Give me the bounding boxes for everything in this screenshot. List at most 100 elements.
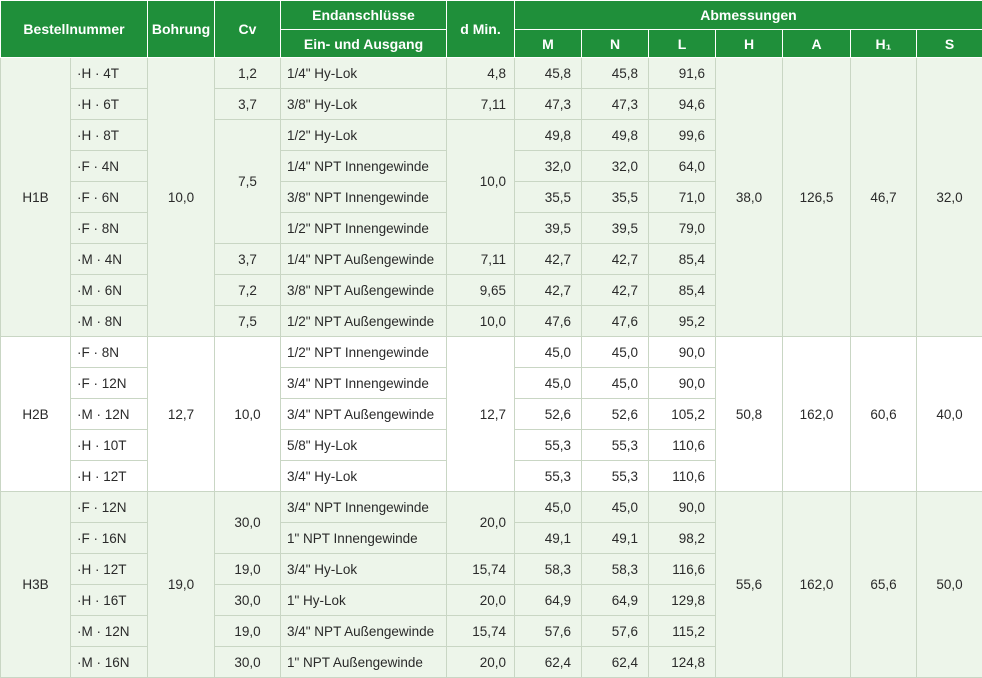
m-cell: 57,6 <box>515 616 582 647</box>
dmin-cell: 10,0 <box>447 120 515 244</box>
n-cell: 55,3 <box>582 461 649 492</box>
a-cell: 126,5 <box>783 58 851 337</box>
cv-cell: 7,5 <box>215 120 281 244</box>
cv-cell: 3,7 <box>215 244 281 275</box>
l-cell: 79,0 <box>649 213 716 244</box>
a-cell: 162,0 <box>783 337 851 492</box>
m-cell: 45,0 <box>515 492 582 523</box>
cv-cell: 3,7 <box>215 89 281 120</box>
l-cell: 105,2 <box>649 399 716 430</box>
order-code: ·H · 12T <box>71 554 148 585</box>
m-cell: 42,7 <box>515 275 582 306</box>
n-cell: 35,5 <box>582 182 649 213</box>
m-cell: 47,3 <box>515 89 582 120</box>
header-bohrung: Bohrung <box>148 1 215 58</box>
m-cell: 49,1 <box>515 523 582 554</box>
n-cell: 47,3 <box>582 89 649 120</box>
n-cell: 45,0 <box>582 368 649 399</box>
l-cell: 129,8 <box>649 585 716 616</box>
dmin-cell: 20,0 <box>447 585 515 616</box>
connection-cell: 3/4" Hy-Lok <box>281 554 447 585</box>
header-endanschluesse: Endanschlüsse <box>281 1 447 30</box>
l-cell: 94,6 <box>649 89 716 120</box>
connection-cell: 1" NPT Innengewinde <box>281 523 447 554</box>
order-code: ·M · 16N <box>71 647 148 678</box>
n-cell: 45,0 <box>582 492 649 523</box>
n-cell: 47,6 <box>582 306 649 337</box>
n-cell: 55,3 <box>582 430 649 461</box>
connection-cell: 1" NPT Außengewinde <box>281 647 447 678</box>
n-cell: 58,3 <box>582 554 649 585</box>
order-code: ·F · 16N <box>71 523 148 554</box>
l-cell: 85,4 <box>649 244 716 275</box>
order-code: ·M · 4N <box>71 244 148 275</box>
cv-cell: 19,0 <box>215 554 281 585</box>
bohrung-cell: 10,0 <box>148 58 215 337</box>
order-code: ·F · 8N <box>71 213 148 244</box>
header-bestellnummer: Bestellnummer <box>1 1 148 58</box>
connection-cell: 1/4" NPT Innengewinde <box>281 151 447 182</box>
cv-cell: 7,2 <box>215 275 281 306</box>
header-ein-ausgang: Ein- und Ausgang <box>281 30 447 58</box>
l-cell: 90,0 <box>649 368 716 399</box>
m-cell: 42,7 <box>515 244 582 275</box>
connection-cell: 5/8" Hy-Lok <box>281 430 447 461</box>
order-code: ·F · 12N <box>71 368 148 399</box>
order-code: ·F · 8N <box>71 337 148 368</box>
h-cell: 38,0 <box>716 58 783 337</box>
header-l: L <box>649 30 716 58</box>
dmin-cell: 15,74 <box>447 616 515 647</box>
m-cell: 49,8 <box>515 120 582 151</box>
order-code: ·M · 8N <box>71 306 148 337</box>
h-cell: 50,8 <box>716 337 783 492</box>
connection-cell: 3/8" NPT Innengewinde <box>281 182 447 213</box>
table-row: H1B ·H · 4T 10,0 1,2 1/4" Hy-Lok 4,8 45,… <box>1 58 982 89</box>
bohrung-cell: 19,0 <box>148 492 215 678</box>
series-cell: H1B <box>1 58 71 337</box>
header-h1: H₁ <box>851 30 917 58</box>
dmin-cell: 20,0 <box>447 492 515 554</box>
cv-cell: 7,5 <box>215 306 281 337</box>
dmin-cell: 7,11 <box>447 89 515 120</box>
n-cell: 42,7 <box>582 244 649 275</box>
cv-cell: 30,0 <box>215 585 281 616</box>
connection-cell: 3/4" NPT Außengewinde <box>281 616 447 647</box>
s-cell: 32,0 <box>917 58 982 337</box>
cv-cell: 1,2 <box>215 58 281 89</box>
table-row: H2B ·F · 8N 12,7 10,0 1/2" NPT Innengewi… <box>1 337 982 368</box>
h1-cell: 46,7 <box>851 58 917 337</box>
connection-cell: 3/4" Hy-Lok <box>281 461 447 492</box>
s-cell: 50,0 <box>917 492 982 678</box>
h1-cell: 65,6 <box>851 492 917 678</box>
n-cell: 45,0 <box>582 337 649 368</box>
connection-cell: 3/8" NPT Außengewinde <box>281 275 447 306</box>
m-cell: 35,5 <box>515 182 582 213</box>
l-cell: 99,6 <box>649 120 716 151</box>
connection-cell: 1/2" NPT Innengewinde <box>281 337 447 368</box>
connection-cell: 1/2" Hy-Lok <box>281 120 447 151</box>
order-code: ·H · 10T <box>71 430 148 461</box>
dmin-cell: 9,65 <box>447 275 515 306</box>
header-a: A <box>783 30 851 58</box>
h-cell: 55,6 <box>716 492 783 678</box>
header-dmin: d Min. <box>447 1 515 58</box>
l-cell: 90,0 <box>649 337 716 368</box>
order-code: ·F · 4N <box>71 151 148 182</box>
m-cell: 64,9 <box>515 585 582 616</box>
connection-cell: 3/4" NPT Innengewinde <box>281 492 447 523</box>
n-cell: 64,9 <box>582 585 649 616</box>
l-cell: 90,0 <box>649 492 716 523</box>
connection-cell: 1/4" NPT Außengewinde <box>281 244 447 275</box>
m-cell: 52,6 <box>515 399 582 430</box>
l-cell: 115,2 <box>649 616 716 647</box>
header-abmessungen: Abmessungen <box>515 1 982 30</box>
n-cell: 62,4 <box>582 647 649 678</box>
l-cell: 116,6 <box>649 554 716 585</box>
order-code: ·H · 6T <box>71 89 148 120</box>
connection-cell: 1/2" NPT Innengewinde <box>281 213 447 244</box>
connection-cell: 3/8" Hy-Lok <box>281 89 447 120</box>
header-s: S <box>917 30 982 58</box>
n-cell: 32,0 <box>582 151 649 182</box>
table-body: H1B ·H · 4T 10,0 1,2 1/4" Hy-Lok 4,8 45,… <box>1 58 982 678</box>
